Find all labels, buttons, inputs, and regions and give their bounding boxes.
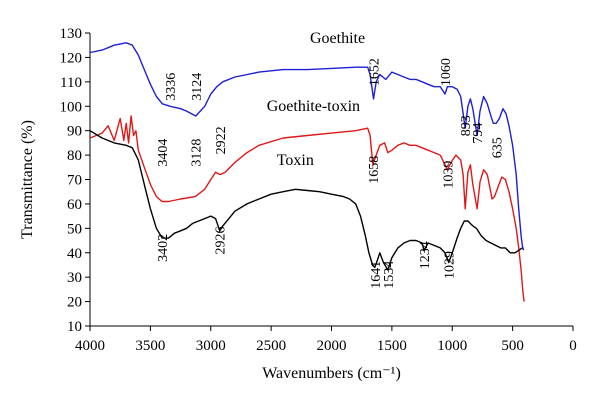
peak-label: 1039 [442, 161, 457, 189]
peak-label: 3404 [156, 139, 171, 167]
peak-label: 1641 [369, 261, 384, 289]
axes: 10 20 30 40 50 60 70 80 90 100 110 120 130 4000 3500 30… [19, 26, 577, 382]
x-tick-label: 1000 [437, 338, 467, 354]
y-tick-label: 30 [67, 270, 82, 286]
y-tick-label: 60 [67, 197, 82, 213]
x-tick-label: 2500 [256, 338, 286, 354]
peak-label: 794 [471, 123, 486, 144]
y-tick-label: 70 [67, 173, 82, 189]
x-tick-label: 0 [569, 338, 577, 354]
peak-label: 1029 [443, 251, 458, 279]
peak-label: 3124 [190, 73, 205, 101]
series-line-toxin [89, 130, 523, 271]
y-tick-label: 110 [60, 75, 82, 91]
y-tick-label: 40 [67, 246, 82, 262]
peak-label: 1658 [367, 156, 382, 184]
peak-label: 3336 [164, 73, 179, 101]
peak-label: 1234 [418, 241, 433, 269]
y-tick-label: 20 [67, 295, 82, 311]
x-tick-label: 4000 [75, 338, 105, 354]
y-tick-label: 130 [60, 26, 83, 42]
y-axis-title: Transmittance (%) [19, 120, 36, 239]
peak-label: 1060 [439, 58, 454, 86]
y-tick-label: 120 [60, 50, 83, 66]
x-axis-title: Wavenumbers (cm⁻¹) [262, 365, 401, 382]
peak-label: 3402 [156, 234, 171, 262]
y-tick-label: 100 [60, 99, 83, 115]
series-label: Toxin [277, 152, 314, 169]
peak-label: 635 [490, 137, 505, 158]
series-label: Goethite-toxin [267, 98, 360, 115]
series-layer [89, 42, 525, 302]
series-label: Goethite [310, 30, 365, 47]
x-tick-label: 2000 [317, 338, 347, 354]
y-tick-label: 50 [67, 221, 82, 237]
series-line-goethite-toxin [89, 115, 525, 302]
peak-label: 1652 [368, 58, 383, 86]
x-tick-label: 3500 [135, 338, 165, 354]
y-tick-label: 10 [67, 319, 82, 335]
peak-label: 1534 [382, 261, 397, 289]
y-tick-label: 90 [67, 124, 82, 140]
peak-label: 2922 [214, 126, 229, 154]
peak-label: 893 [459, 115, 474, 136]
peak-label: 2926 [214, 227, 229, 255]
x-tick-label: 500 [501, 338, 524, 354]
x-tick-label: 1500 [377, 338, 407, 354]
series-line-goethite [89, 42, 525, 251]
x-tick-label: 3000 [196, 338, 226, 354]
peak-label: 3128 [189, 139, 204, 167]
labels-layer: Goethite Goethite-toxin Toxin 3336 3124 3404 3… [156, 30, 505, 289]
y-tick-label: 80 [67, 148, 82, 164]
